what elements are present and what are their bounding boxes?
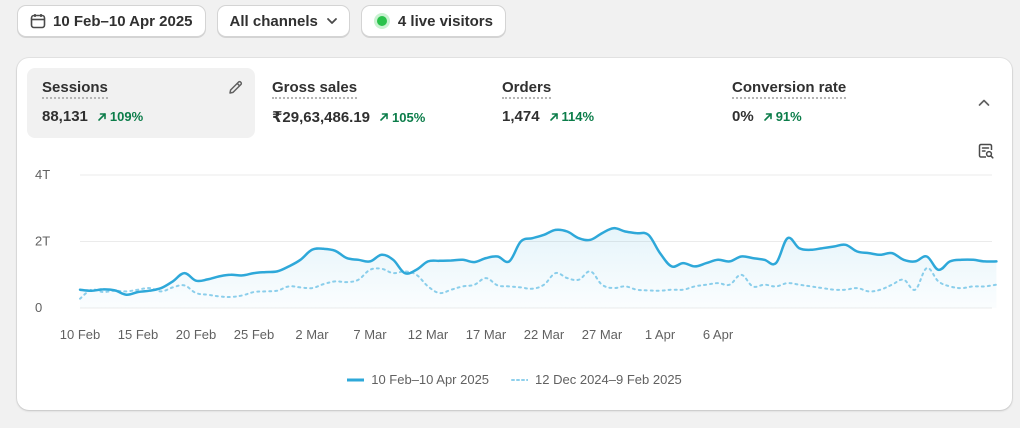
metric-value: ₹29,63,486.19 — [272, 109, 371, 126]
metric-change: 109% — [97, 109, 143, 124]
explore-report-icon[interactable] — [977, 142, 995, 165]
calendar-icon — [30, 13, 46, 29]
x-tick-label: 7 Mar — [353, 327, 387, 342]
metric-value: 0% — [732, 108, 754, 125]
metric-value: 88,131 — [42, 108, 88, 125]
y-tick-label: 2T — [35, 234, 50, 249]
x-tick-label: 25 Feb — [234, 327, 274, 342]
live-dot-icon — [376, 16, 387, 26]
metric-change: 114% — [549, 109, 595, 124]
y-tick-label: 0 — [35, 300, 42, 315]
metric-value: 1,474 — [502, 108, 540, 125]
chart-legend: 10 Feb–10 Apr 2025 12 Dec 2024–9 Feb 202… — [17, 372, 1012, 387]
channel-label: All channels — [229, 12, 318, 30]
metric-change-value: 109% — [109, 109, 144, 124]
x-tick-label: 15 Feb — [118, 327, 158, 342]
x-tick-label: 22 Mar — [524, 327, 565, 342]
x-tick-label: 27 Mar — [582, 327, 623, 342]
metric-label: Orders — [502, 79, 552, 99]
legend-label: 10 Feb–10 Apr 2025 — [371, 372, 490, 387]
metric-change: 91% — [763, 109, 802, 124]
metric-label: Sessions — [42, 79, 108, 99]
metric-gross-sales[interactable]: Gross sales ₹29,63,486.19 105% — [257, 68, 485, 138]
legend-label: 12 Dec 2024–9 Feb 2025 — [535, 372, 682, 387]
live-visitors-label: 4 live visitors — [397, 12, 493, 30]
x-tick-label: 10 Feb — [60, 327, 100, 342]
date-range-label: 10 Feb–10 Apr 2025 — [53, 12, 193, 30]
metric-sessions[interactable]: Sessions 88,131 109% — [27, 68, 255, 138]
x-tick-label: 2 Mar — [295, 327, 329, 342]
toolbar: 10 Feb–10 Apr 2025 All channels 4 live v… — [17, 5, 506, 39]
arrow-up-right-icon — [380, 113, 388, 121]
live-visitors-button[interactable]: 4 live visitors — [360, 5, 506, 37]
arrow-up-right-icon — [763, 112, 772, 121]
legend-solid-line — [347, 378, 365, 381]
sessions-line-chart: 0 2T 4T 10 Feb 15 Feb 20 Feb 25 Feb 2 Mar 7 Mar… — [35, 167, 998, 342]
channel-select[interactable]: All channels — [216, 5, 350, 37]
metric-conversion-rate[interactable]: Conversion rate 0% 91% — [717, 68, 945, 138]
x-tick-label: 1 Apr — [645, 327, 676, 342]
x-tick-label: 17 Mar — [466, 327, 507, 342]
chevron-up-icon[interactable] — [976, 95, 992, 116]
metric-change-value: 114% — [561, 109, 595, 124]
legend-item-comparison[interactable]: 12 Dec 2024–9 Feb 2025 — [511, 372, 682, 387]
date-range-button[interactable]: 10 Feb–10 Apr 2025 — [17, 5, 206, 37]
x-tick-label: 12 Mar — [408, 327, 449, 342]
analytics-card: Sessions 88,131 109% Gross sales ₹29,63,… — [17, 58, 1012, 410]
x-tick-label: 6 Apr — [703, 327, 734, 342]
metric-label: Gross sales — [272, 79, 358, 99]
metric-change-value: 105% — [392, 109, 426, 125]
chevron-down-icon — [325, 14, 339, 28]
pencil-icon[interactable] — [227, 79, 244, 101]
x-tick-label: 20 Feb — [176, 327, 216, 342]
metric-orders[interactable]: Orders 1,474 114% — [487, 68, 715, 138]
metric-change-value: 91% — [775, 109, 802, 124]
series-area-current — [80, 228, 997, 308]
series-line-current — [78, 226, 998, 296]
legend-item-current[interactable]: 10 Feb–10 Apr 2025 — [347, 372, 489, 387]
metric-change: 105% — [379, 110, 425, 125]
arrow-up-right-icon — [549, 112, 558, 121]
metric-label: Conversion rate — [732, 79, 847, 99]
y-tick-label: 4T — [35, 167, 50, 182]
arrow-up-right-icon — [98, 112, 106, 121]
legend-dotted-line — [511, 378, 529, 381]
